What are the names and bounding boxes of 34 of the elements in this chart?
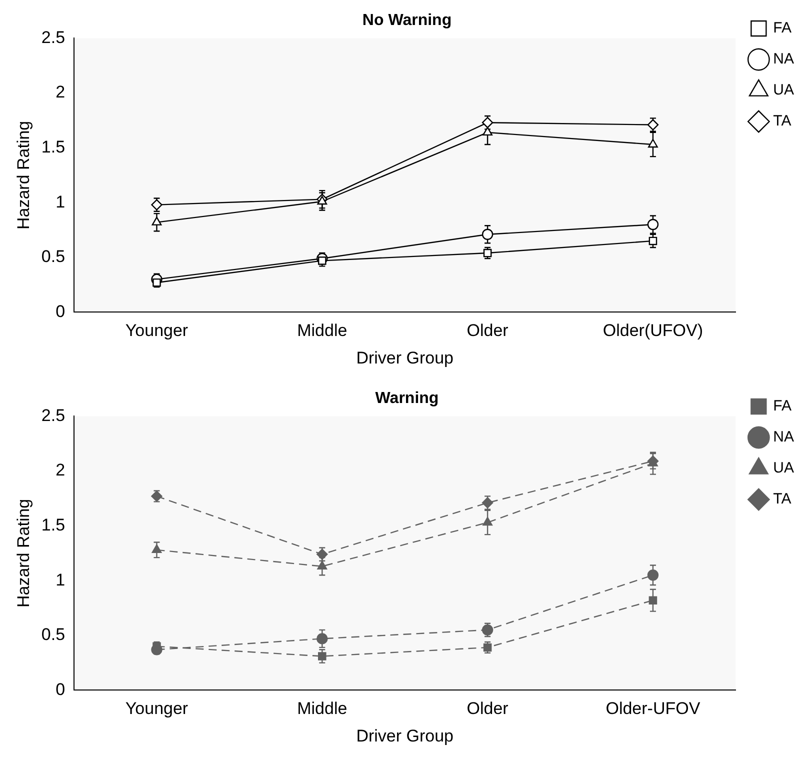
x-tick-label: Older <box>466 699 509 718</box>
x-tick-label: Older <box>466 321 509 340</box>
x-axis-title: Driver Group <box>356 348 454 368</box>
y-tick-label: 0 <box>56 680 66 699</box>
x-tick-label: Older-UFOV <box>606 699 701 718</box>
legend-label: NA <box>773 50 794 68</box>
y-tick-label: 1 <box>56 570 66 590</box>
y-tick-label: 2 <box>56 82 66 102</box>
y-tick-label: 1.5 <box>41 137 66 156</box>
y-tick-label: 2.5 <box>41 406 66 425</box>
chart-title: No Warning <box>362 12 452 30</box>
x-tick-label: Younger <box>125 699 188 718</box>
chart-title: Warning <box>375 390 439 408</box>
legend-label: TA <box>773 490 792 508</box>
y-tick-label: 1 <box>56 192 66 212</box>
y-tick-label: 2 <box>56 460 66 480</box>
legend-label: NA <box>773 428 794 446</box>
x-tick-label: Middle <box>297 321 348 340</box>
y-axis-title: Hazard Rating <box>14 120 33 230</box>
legend-label: TA <box>773 112 792 130</box>
x-tick-label: Younger <box>125 321 188 340</box>
x-tick-label: Middle <box>297 699 348 718</box>
legend-label: UA <box>773 82 794 99</box>
y-tick-label: 1.5 <box>41 515 66 534</box>
legend-label: UA <box>773 460 794 477</box>
y-axis-title: Hazard Rating <box>14 498 33 608</box>
y-tick-label: 2.5 <box>41 28 66 47</box>
x-tick-label: Older(UFOV) <box>602 321 704 340</box>
y-tick-label: 0.5 <box>41 625 66 644</box>
legend-label: FA <box>773 398 792 415</box>
legend-label: FA <box>773 20 792 37</box>
y-tick-label: 0 <box>56 302 66 321</box>
x-axis-title: Driver Group <box>356 726 454 746</box>
y-tick-label: 0.5 <box>41 247 66 266</box>
